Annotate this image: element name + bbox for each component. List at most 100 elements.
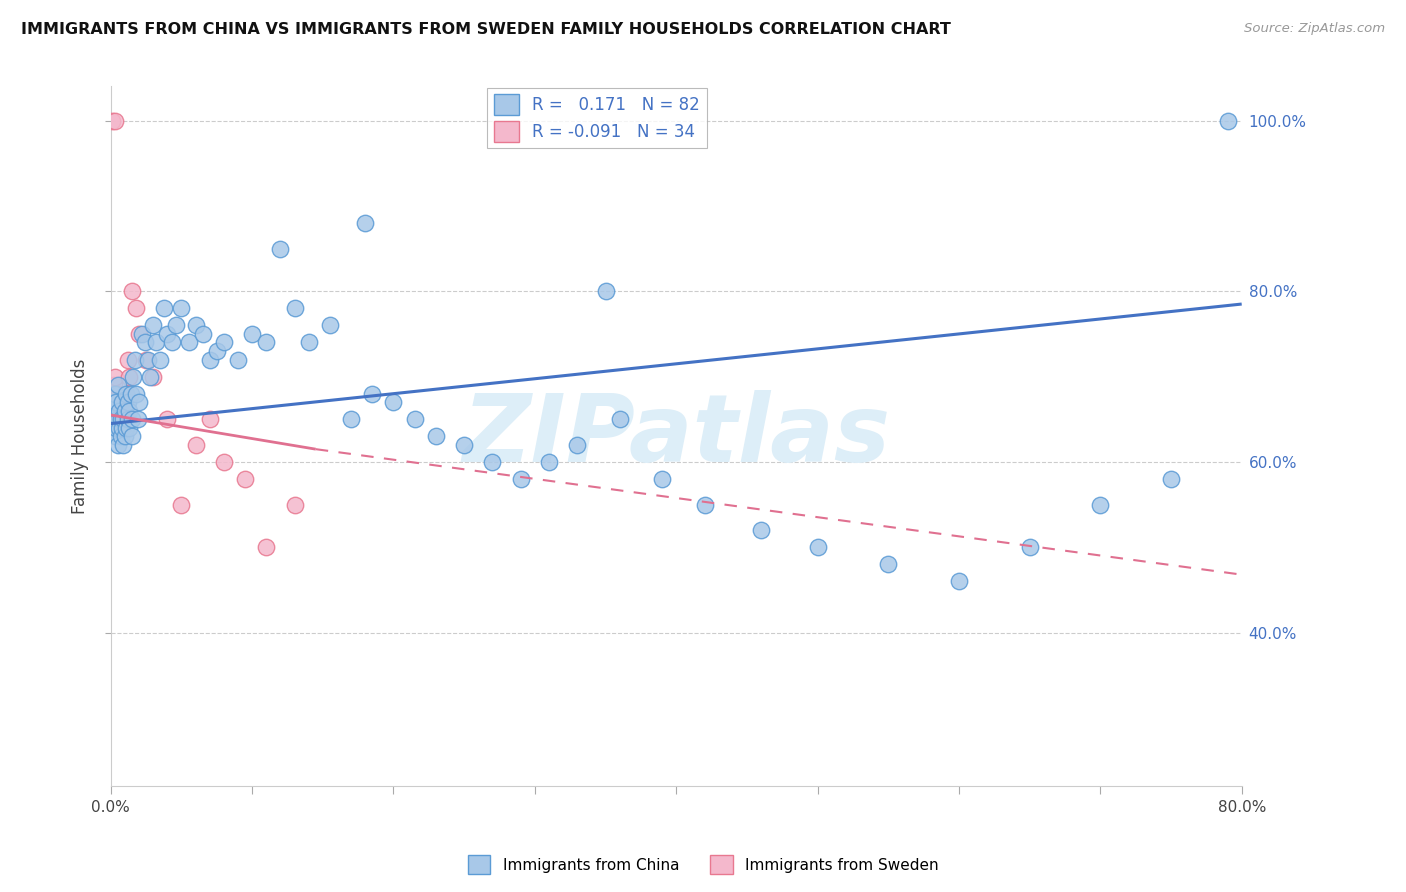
Point xyxy=(110,403,132,417)
Point xyxy=(135,352,157,367)
Point xyxy=(1160,472,1182,486)
Point xyxy=(807,541,830,555)
Point xyxy=(425,429,447,443)
Point xyxy=(107,438,129,452)
Point xyxy=(877,558,900,572)
Text: ZIPatlas: ZIPatlas xyxy=(463,391,890,483)
Point xyxy=(191,326,214,341)
Point xyxy=(340,412,363,426)
Point xyxy=(101,113,124,128)
Point xyxy=(115,386,138,401)
Point xyxy=(165,318,187,333)
Point xyxy=(142,318,165,333)
Point xyxy=(111,421,134,435)
Point xyxy=(156,326,179,341)
Point xyxy=(108,421,131,435)
Point xyxy=(110,429,132,443)
Point xyxy=(139,369,162,384)
Point xyxy=(121,429,143,443)
Point xyxy=(105,386,128,401)
Point xyxy=(156,412,179,426)
Point xyxy=(104,403,127,417)
Point xyxy=(651,472,673,486)
Point xyxy=(136,352,159,367)
Point xyxy=(114,412,136,426)
Point xyxy=(125,301,148,316)
Point xyxy=(693,498,716,512)
Point xyxy=(254,335,277,350)
Point xyxy=(105,395,128,409)
Legend: R =   0.171   N = 82, R = -0.091   N = 34: R = 0.171 N = 82, R = -0.091 N = 34 xyxy=(488,87,707,148)
Point xyxy=(108,386,131,401)
Point xyxy=(115,386,138,401)
Point xyxy=(103,403,125,417)
Point xyxy=(120,386,142,401)
Point xyxy=(609,412,631,426)
Point xyxy=(101,412,124,426)
Point xyxy=(149,352,172,367)
Point xyxy=(103,412,125,426)
Point xyxy=(125,386,148,401)
Point xyxy=(117,352,139,367)
Point xyxy=(361,386,384,401)
Point xyxy=(112,412,135,426)
Point xyxy=(115,421,138,435)
Point xyxy=(567,438,589,452)
Point xyxy=(105,412,128,426)
Point xyxy=(114,429,136,443)
Point xyxy=(212,455,235,469)
Point xyxy=(117,395,139,409)
Point xyxy=(104,429,127,443)
Y-axis label: Family Households: Family Households xyxy=(72,359,89,514)
Point xyxy=(269,242,291,256)
Point xyxy=(114,403,136,417)
Point xyxy=(170,498,193,512)
Point xyxy=(142,369,165,384)
Point xyxy=(105,421,128,435)
Point xyxy=(537,455,560,469)
Point xyxy=(108,412,131,426)
Legend: Immigrants from China, Immigrants from Sweden: Immigrants from China, Immigrants from S… xyxy=(461,849,945,880)
Point xyxy=(354,216,377,230)
Point xyxy=(128,395,150,409)
Point xyxy=(118,369,141,384)
Point xyxy=(103,378,125,392)
Point xyxy=(453,438,475,452)
Point xyxy=(104,369,127,384)
Point xyxy=(124,352,146,367)
Point xyxy=(233,472,256,486)
Text: Source: ZipAtlas.com: Source: ZipAtlas.com xyxy=(1244,22,1385,36)
Point xyxy=(240,326,263,341)
Point xyxy=(112,395,135,409)
Point xyxy=(170,301,193,316)
Point xyxy=(121,285,143,299)
Point xyxy=(118,403,141,417)
Point xyxy=(104,386,127,401)
Point xyxy=(198,352,221,367)
Point xyxy=(145,335,167,350)
Point xyxy=(948,574,970,589)
Point xyxy=(127,412,149,426)
Point xyxy=(254,541,277,555)
Point xyxy=(103,395,125,409)
Point xyxy=(128,326,150,341)
Point xyxy=(283,301,305,316)
Point xyxy=(131,326,153,341)
Point xyxy=(382,395,405,409)
Point xyxy=(118,421,141,435)
Point xyxy=(110,412,132,426)
Point xyxy=(319,318,342,333)
Point xyxy=(107,378,129,392)
Point xyxy=(481,455,503,469)
Point xyxy=(212,335,235,350)
Point xyxy=(184,438,207,452)
Point xyxy=(153,301,176,316)
Point xyxy=(177,335,200,350)
Point xyxy=(205,343,228,358)
Point xyxy=(108,403,131,417)
Point xyxy=(101,395,124,409)
Point xyxy=(107,395,129,409)
Point xyxy=(749,523,772,537)
Point xyxy=(111,395,134,409)
Point xyxy=(226,352,249,367)
